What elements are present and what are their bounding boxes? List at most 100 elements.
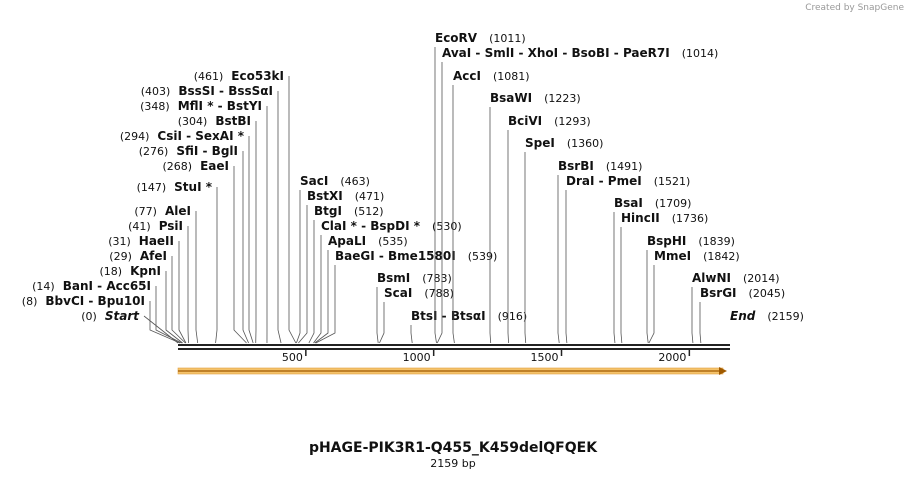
site-name: HincII [621, 211, 660, 225]
site-line [149, 301, 181, 344]
site-name: BssSI - BssSαI [178, 84, 273, 98]
site-line [452, 85, 455, 344]
map-length: 2159 bp [430, 457, 475, 470]
site-name: SfiI - BglI [176, 144, 238, 158]
ruler-label: 1000 [403, 351, 431, 364]
site-line [155, 286, 182, 344]
site-name: BtgI [314, 204, 342, 218]
site-name: BciVI [508, 114, 542, 128]
site-line [233, 166, 247, 344]
site-line [436, 62, 443, 344]
site-position: (348) [140, 100, 170, 113]
site-position: (1839) [698, 235, 735, 248]
site-line [313, 235, 322, 344]
site-name: AleI [165, 204, 191, 218]
ruler-label: 500 [282, 351, 303, 364]
site-line [277, 91, 282, 344]
site-name: AfeI [140, 249, 167, 263]
site-position: (31) [108, 235, 131, 248]
site-name: ApaLI [328, 234, 366, 248]
site-name: BaeGI - Bme1580I [335, 249, 456, 263]
site-name: ClaI * - BspDI * [321, 219, 421, 233]
site-name: PsiI [159, 219, 183, 233]
site-name: BsrBI [558, 159, 594, 173]
site-position: (403) [141, 85, 171, 98]
ruler-label: 2000 [658, 351, 686, 364]
site-position: (41) [128, 220, 151, 233]
site-name: End [730, 309, 756, 323]
site-name: BtsI - BtsαI [411, 309, 486, 323]
site-position: (1360) [567, 137, 604, 150]
site-position: (147) [137, 181, 167, 194]
site-position: (530) [432, 220, 462, 233]
site-line [691, 287, 694, 344]
site-position: (1011) [489, 32, 526, 45]
site-line [410, 325, 413, 344]
site-position: (29) [109, 250, 132, 263]
site-position: (2045) [749, 287, 786, 300]
site-position: (1293) [554, 115, 591, 128]
site-name: BsaWI [490, 91, 532, 105]
site-position: (788) [424, 287, 454, 300]
site-position: (77) [134, 205, 157, 218]
site-position: (535) [378, 235, 408, 248]
site-name: EcoRV [435, 31, 478, 45]
site-position: (1081) [493, 70, 530, 83]
site-name: DraI - PmeI [566, 174, 642, 188]
site-position: (512) [354, 205, 384, 218]
site-line [165, 271, 183, 344]
feature-arrow-head [719, 367, 727, 375]
site-line [298, 205, 308, 344]
site-name: BsmI [377, 271, 410, 285]
map-title: pHAGE-PIK3R1-Q455_K459delQFQEK [309, 440, 598, 456]
site-name: BsrGI [700, 286, 737, 300]
site-position: (14) [32, 280, 55, 293]
site-name: BsaI [614, 196, 643, 210]
site-name: AccI [453, 69, 481, 83]
site-position: (1521) [654, 175, 691, 188]
site-position: (1491) [606, 160, 643, 173]
site-position: (268) [163, 160, 193, 173]
watermark: Created by SnapGene [805, 3, 904, 13]
site-name: AvaI - SmlI - XhoI - BsoBI - PaeR7I [442, 46, 670, 60]
site-name: SacI [300, 174, 328, 188]
site-line [699, 302, 702, 344]
site-name: MmeI [654, 249, 691, 263]
site-position: (916) [498, 310, 528, 323]
site-line [171, 256, 186, 344]
site-name: BstXI [307, 189, 343, 203]
site-line [215, 187, 218, 344]
site-name: BanI - Acc65I [63, 279, 151, 293]
ruler-label: 1500 [531, 351, 559, 364]
site-line [308, 220, 315, 344]
site-line [178, 241, 187, 344]
site-position: (0) [81, 310, 97, 323]
site-name: Start [105, 309, 140, 323]
site-line [557, 175, 560, 344]
site-position: (463) [340, 175, 370, 188]
site-name: KpnI [130, 264, 161, 278]
site-name: CsiI - SexAI * [157, 129, 244, 143]
site-position: (471) [355, 190, 385, 203]
site-line [315, 265, 336, 344]
site-line [565, 190, 568, 344]
site-name: BbvCI - Bpu10I [45, 294, 145, 308]
site-position: (1736) [672, 212, 709, 225]
site-line [242, 151, 249, 344]
site-line [379, 302, 385, 344]
site-line [195, 211, 199, 344]
site-name: ScaI [384, 286, 412, 300]
site-position: (461) [194, 70, 224, 83]
site-position: (1709) [655, 197, 692, 210]
site-name: HaeII [139, 234, 174, 248]
site-position: (1014) [682, 47, 719, 60]
site-position: (539) [468, 250, 498, 263]
site-name: EaeI [200, 159, 229, 173]
site-line [646, 250, 649, 344]
site-position: (1223) [544, 92, 581, 105]
site-name: BstBI [215, 114, 251, 128]
site-line [314, 250, 329, 344]
site-position: (2014) [743, 272, 780, 285]
site-name: SpeI [525, 136, 555, 150]
